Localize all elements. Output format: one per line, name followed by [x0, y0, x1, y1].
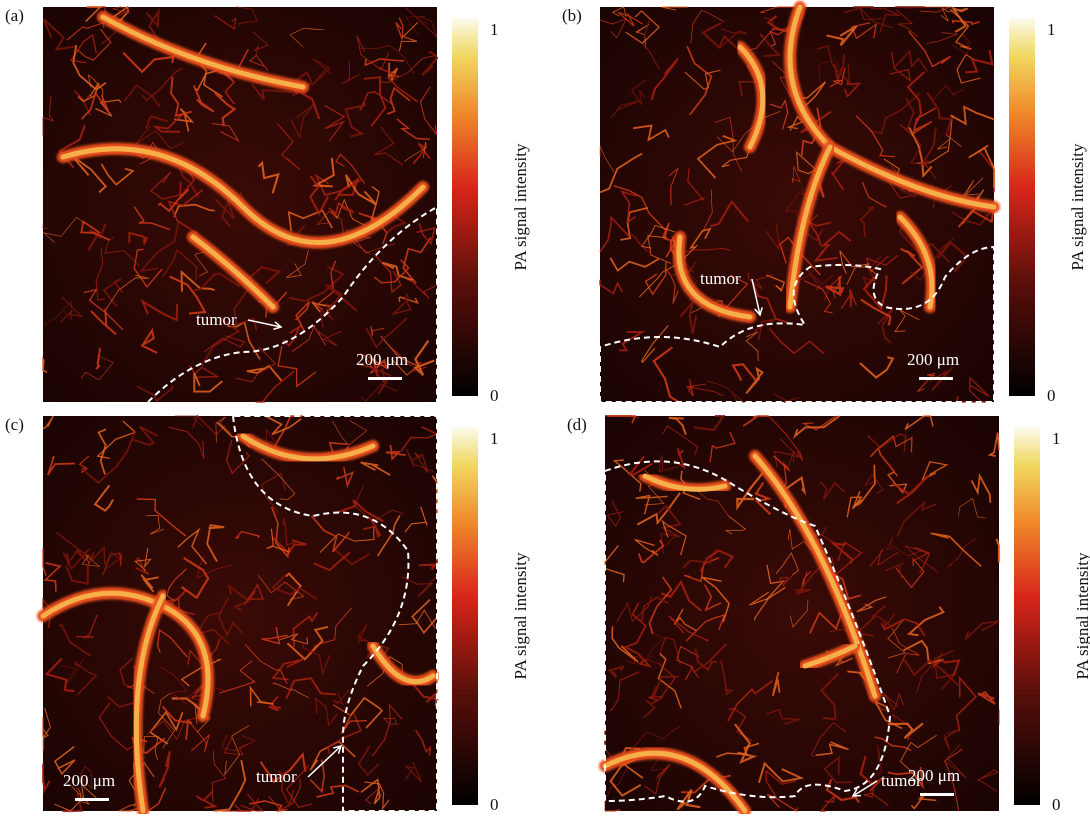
- colorbar-min: 0: [1052, 795, 1061, 814]
- scale-bar-label: 200 μm: [908, 766, 960, 785]
- pa-image: [600, 7, 994, 402]
- tumor-label: tumor: [196, 310, 237, 329]
- panel-label: (c): [5, 415, 24, 434]
- figure: (a) tumor 200 μm 1 0 PA signal intensity (b) tu…: [0, 0, 1090, 814]
- panel-label: (d): [567, 415, 587, 434]
- colorbar-max: 1: [490, 429, 499, 448]
- pa-image: [43, 7, 437, 402]
- scale-bar: [368, 377, 402, 380]
- colorbar-max: 1: [1047, 20, 1056, 39]
- colorbar-min: 0: [1047, 386, 1056, 405]
- colorbar: [452, 18, 478, 396]
- scale-bar-label: 200 μm: [63, 771, 115, 790]
- scale-bar: [920, 793, 954, 796]
- scale-bar: [919, 377, 953, 380]
- panel: (b) tumor 200 μm 1 0 PA signal intensity: [562, 6, 1087, 405]
- colorbar-max: 1: [490, 20, 499, 39]
- colorbar-title: PA signal intensity: [511, 143, 530, 270]
- colorbar: [1014, 427, 1040, 805]
- colorbar-min: 0: [490, 795, 499, 814]
- scale-bar-label: 200 μm: [907, 350, 959, 369]
- scale-bar: [75, 798, 109, 801]
- scale-bar-label: 200 μm: [356, 350, 408, 369]
- colorbar: [452, 427, 478, 805]
- colorbar-min: 0: [490, 386, 499, 405]
- vessel: [895, 7, 925, 8]
- image-background: [43, 416, 437, 811]
- panel-label: (b): [562, 6, 582, 25]
- colorbar: [1009, 18, 1035, 396]
- image-background: [600, 7, 994, 402]
- colorbar-title: PA signal intensity: [511, 552, 530, 679]
- colorbar-title: PA signal intensity: [1073, 552, 1090, 679]
- panel-label: (a): [5, 6, 24, 25]
- panel: (c) tumor 200 μm 1 0 PA signal intensity: [5, 415, 530, 814]
- colorbar-title: PA signal intensity: [1068, 143, 1087, 270]
- colorbar-max: 1: [1052, 429, 1061, 448]
- pa-image: [43, 416, 437, 811]
- tumor-label: tumor: [700, 269, 741, 288]
- tumor-label: tumor: [256, 767, 297, 786]
- pa-image: [605, 416, 999, 811]
- panel: (a) tumor 200 μm 1 0 PA signal intensity: [5, 6, 530, 405]
